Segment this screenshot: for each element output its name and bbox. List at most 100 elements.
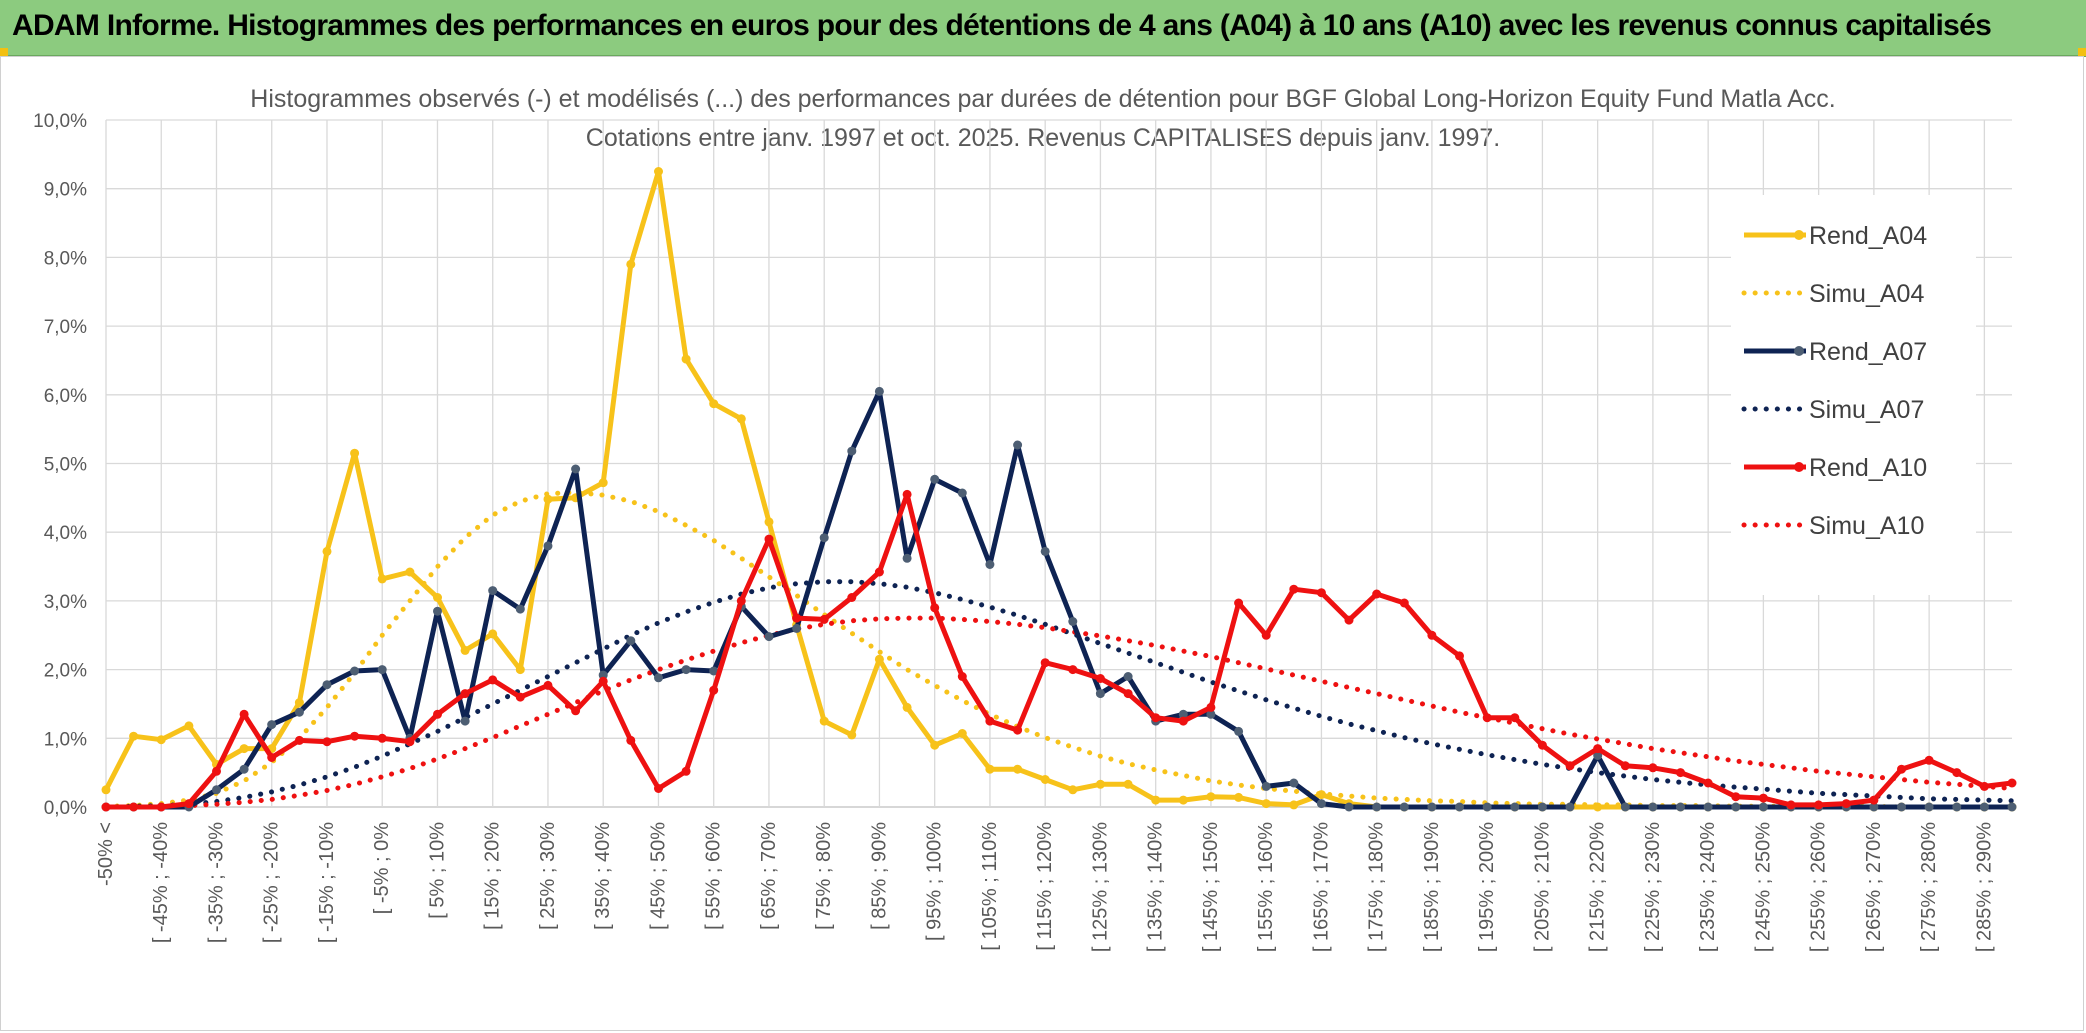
legend-label-rend-a10: Rend_A10 <box>1809 454 1927 482</box>
x-tick-label: [ 65% ; 70% <box>758 822 780 930</box>
point-rend-a10 <box>847 593 857 602</box>
point-rend-a10 <box>1786 800 1796 810</box>
point-rend-a07 <box>1979 802 1989 812</box>
series-line-simu-a10 <box>103 615 2015 810</box>
point-rend-a07 <box>1261 781 1271 791</box>
point-rend-a07 <box>902 553 912 563</box>
point-rend-a07 <box>377 665 387 675</box>
point-rend-a10 <box>957 672 967 681</box>
point-rend-a07 <box>709 666 719 676</box>
point-rend-a10 <box>239 709 249 719</box>
x-tick-label: [ 215% ; 220% <box>1587 822 1609 952</box>
point-rend-a04 <box>1178 795 1188 805</box>
series-lines <box>101 167 2017 812</box>
y-axis-ticks: 0,0% 1,0% 2,0% 3,0% 4,0% 5,0% 6,0% 7,0% 8,0% 9,0%… <box>33 111 87 819</box>
x-tick-label: [ -25% ; -20% <box>261 822 283 943</box>
title-banner: ADAM Informe. Histogrammes des performan… <box>0 0 2086 57</box>
point-rend-a07 <box>985 560 995 569</box>
point-rend-a04 <box>515 665 525 675</box>
point-rend-a04 <box>433 593 442 602</box>
point-rend-a10 <box>654 784 663 793</box>
point-rend-a07 <box>1399 802 1409 812</box>
point-rend-a07 <box>1289 778 1299 788</box>
point-rend-a10 <box>709 685 719 695</box>
point-rend-a10 <box>792 613 802 623</box>
point-rend-a07 <box>654 673 663 683</box>
point-rend-a10 <box>1261 630 1271 640</box>
point-rend-a04 <box>764 517 774 527</box>
point-rend-a10 <box>1151 713 1161 723</box>
x-tick-label: [ 15% ; 20% <box>482 822 504 930</box>
x-tick-label: [ 115% ; 120% <box>1034 822 1056 951</box>
point-rend-a04 <box>985 764 995 774</box>
point-rend-a04 <box>598 478 608 488</box>
x-tick-label: [ 85% ; 90% <box>868 822 890 930</box>
point-rend-a07 <box>1510 802 1520 812</box>
point-rend-a10 <box>1897 764 1906 774</box>
x-tick-label: [ 75% ; 80% <box>813 822 835 930</box>
y-tick-label: 3,0% <box>44 592 87 613</box>
point-rend-a04 <box>129 731 139 741</box>
point-rend-a07 <box>1758 802 1768 812</box>
point-rend-a04 <box>1068 785 1078 795</box>
point-rend-a10 <box>1703 778 1713 788</box>
point-rend-a04 <box>709 399 719 409</box>
point-rend-a07 <box>626 636 636 646</box>
point-rend-a04 <box>1095 779 1105 789</box>
x-tick-label: [ -45% ; -40% <box>150 822 172 943</box>
series-line-rend-a04 <box>103 169 2012 810</box>
point-rend-a07 <box>294 707 304 717</box>
point-rend-a10 <box>1952 768 1962 778</box>
point-rend-a07 <box>819 533 829 543</box>
point-rend-a04 <box>1261 799 1271 809</box>
x-tick-label: [ 5% ; 10% <box>426 822 448 919</box>
point-rend-a10 <box>294 735 304 745</box>
point-rend-a10 <box>1841 799 1851 809</box>
point-rend-a10 <box>571 706 581 716</box>
point-rend-a10 <box>1648 763 1658 773</box>
chart-subtitle: Cotations entre janv. 1997 et oct. 2025.… <box>586 124 1500 152</box>
x-tick-label: [ 265% ; 270% <box>1863 822 1885 952</box>
point-rend-a07 <box>957 488 967 498</box>
point-rend-a10 <box>1482 713 1492 723</box>
point-rend-a07 <box>1234 726 1244 736</box>
point-rend-a04 <box>819 716 829 726</box>
point-rend-a04 <box>930 740 940 750</box>
point-rend-a07 <box>598 670 608 680</box>
point-rend-a10 <box>1510 713 1520 723</box>
point-rend-a10 <box>1979 781 1989 791</box>
point-rend-a04 <box>156 735 166 745</box>
point-rend-a10 <box>626 735 636 745</box>
point-rend-a10 <box>350 731 360 741</box>
chart-frame: Histogrammes observés (-) et modélisés (… <box>0 56 2084 1031</box>
point-rend-a04 <box>405 567 415 577</box>
point-rend-a04 <box>847 730 857 740</box>
point-rend-a07 <box>1068 617 1078 626</box>
point-rend-a10 <box>1924 755 1934 765</box>
y-tick-label: 5,0% <box>44 455 87 476</box>
x-tick-label: [ 35% ; 40% <box>592 822 614 930</box>
point-rend-a10 <box>2007 778 2017 788</box>
point-rend-a07 <box>1593 751 1603 760</box>
point-rend-a04 <box>239 744 249 754</box>
point-rend-a10 <box>1427 630 1437 640</box>
point-rend-a10 <box>1013 725 1023 735</box>
point-rend-a07 <box>1455 802 1464 812</box>
point-rend-a04 <box>902 702 912 712</box>
point-rend-a07 <box>1703 802 1713 812</box>
point-rend-a07 <box>571 464 581 474</box>
y-tick-label: 9,0% <box>44 180 87 201</box>
x-tick-label: [ -5% ; 0% <box>371 822 393 914</box>
x-tick-label: -50% < <box>95 822 117 886</box>
grid <box>105 119 2012 808</box>
point-rend-a07 <box>1095 689 1105 699</box>
y-tick-label: 4,0% <box>44 523 87 544</box>
point-rend-a07 <box>433 606 442 616</box>
point-rend-a07 <box>350 666 360 676</box>
point-rend-a10 <box>764 534 774 544</box>
x-tick-label: [ 135% ; 140% <box>1145 822 1167 952</box>
point-rend-a10 <box>1593 744 1603 754</box>
point-rend-a10 <box>322 737 332 747</box>
point-rend-a07 <box>1620 802 1630 812</box>
x-tick-label: [ 255% ; 260% <box>1808 822 1830 952</box>
